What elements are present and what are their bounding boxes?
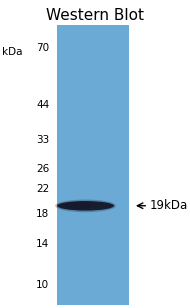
Text: 33: 33 [36,135,49,145]
Text: 19kDa: 19kDa [150,199,188,212]
Bar [57,25,129,305]
Text: kDa: kDa [2,47,22,57]
Ellipse shape [64,201,92,209]
Text: 14: 14 [36,239,49,249]
Text: 70: 70 [36,43,49,53]
Text: 10: 10 [36,280,49,290]
Ellipse shape [55,200,116,212]
Text: 26: 26 [36,164,49,174]
Text: 22: 22 [36,184,49,194]
Text: 44: 44 [36,100,49,110]
Ellipse shape [57,201,114,211]
Title: Western Blot: Western Blot [46,9,144,23]
Text: 18: 18 [36,209,49,219]
